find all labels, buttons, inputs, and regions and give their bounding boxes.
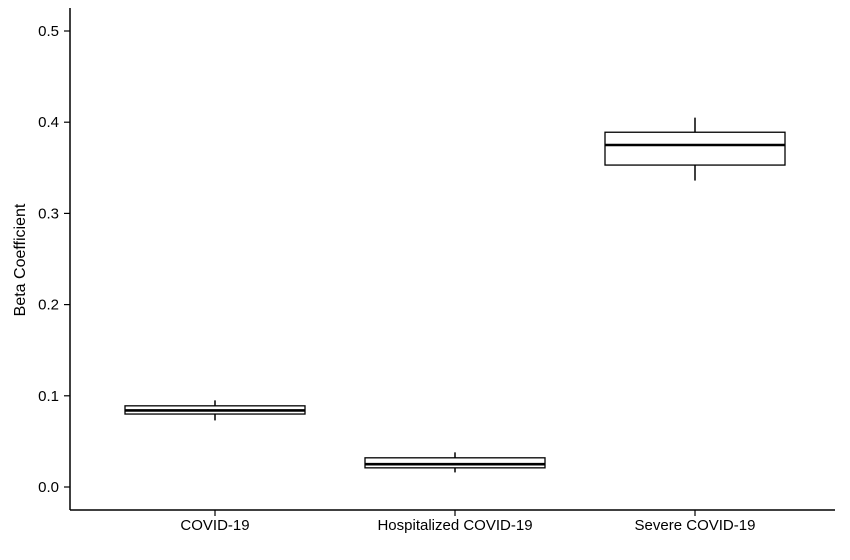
x-tick-label: Hospitalized COVID-19: [377, 517, 532, 534]
interquartile-box: [604, 131, 786, 166]
y-tick-label: 0.5: [38, 23, 59, 40]
y-tick-label: 0.2: [38, 297, 59, 314]
x-tick-label: COVID-19: [180, 517, 249, 534]
box-2: [364, 452, 546, 473]
y-axis-title: Beta Coefficient: [12, 203, 29, 316]
plot-area: 0.0 0.1 0.2 0.3 0.4 0.5 COVID-19 Hospitalized …: [38, 8, 835, 534]
interquartile-box: [364, 457, 546, 469]
y-tick-label: 0.1: [38, 388, 59, 405]
y-tick-label: 0.0: [38, 479, 59, 496]
x-axis-ticks: COVID-19 Hospitalized COVID-19 Severe COVI…: [180, 510, 755, 534]
boxes: [124, 117, 786, 473]
box-1: [124, 400, 306, 421]
x-tick-label: Severe COVID-19: [635, 517, 756, 534]
box-3: [604, 117, 786, 181]
y-axis-ticks: 0.0 0.1 0.2 0.3 0.4 0.5: [38, 23, 70, 496]
y-tick-label: 0.3: [38, 205, 59, 222]
y-tick-label: 0.4: [38, 114, 59, 131]
